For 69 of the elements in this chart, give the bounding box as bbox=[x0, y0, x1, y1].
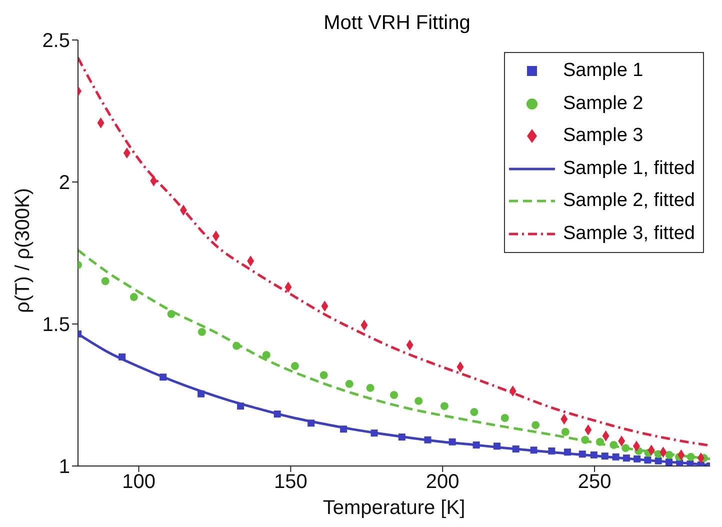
point bbox=[198, 328, 206, 336]
point bbox=[590, 451, 598, 458]
point bbox=[424, 436, 432, 444]
point bbox=[494, 442, 501, 450]
point bbox=[596, 438, 604, 446]
legend-label: Sample 1, fitted bbox=[562, 158, 695, 180]
point bbox=[612, 453, 620, 460]
point bbox=[610, 440, 618, 449]
point bbox=[622, 454, 630, 462]
point bbox=[665, 458, 672, 466]
point bbox=[290, 362, 299, 370]
point bbox=[101, 277, 110, 286]
y-tick-label: 2.5 bbox=[42, 30, 70, 52]
y-axis-title: ρ(T) / ρ(300K) bbox=[12, 188, 34, 313]
point bbox=[448, 438, 456, 446]
x-tick-label: 250 bbox=[578, 471, 612, 494]
point bbox=[118, 353, 126, 360]
point bbox=[548, 447, 556, 454]
x-axis-title: Temperature [K] bbox=[322, 497, 466, 519]
point bbox=[130, 293, 138, 302]
point bbox=[581, 436, 590, 444]
y-tick-label: 1.5 bbox=[42, 314, 70, 336]
point bbox=[665, 450, 674, 459]
line-series bbox=[78, 248, 710, 460]
legend-label: Sample 3, fitted bbox=[562, 222, 695, 245]
point bbox=[644, 456, 652, 464]
point bbox=[398, 434, 406, 441]
point bbox=[530, 446, 538, 454]
x-tick-label: 100 bbox=[122, 471, 156, 494]
point bbox=[390, 391, 398, 399]
point bbox=[308, 420, 315, 427]
point bbox=[274, 410, 281, 418]
point bbox=[532, 421, 540, 430]
point bbox=[686, 452, 695, 461]
point bbox=[370, 430, 378, 437]
point bbox=[160, 374, 167, 381]
point bbox=[578, 450, 586, 458]
point bbox=[232, 342, 241, 350]
point bbox=[622, 444, 630, 452]
point bbox=[500, 414, 509, 422]
point bbox=[686, 460, 694, 466]
line-series bbox=[78, 56, 710, 447]
point bbox=[561, 428, 570, 436]
legend-label: Sample 2, fitted bbox=[562, 190, 695, 212]
point bbox=[345, 380, 354, 388]
point bbox=[601, 452, 608, 460]
point bbox=[440, 402, 448, 410]
y-tick-label: 2 bbox=[58, 172, 70, 194]
point bbox=[512, 445, 520, 452]
y-tick-label: 1 bbox=[58, 456, 70, 478]
point bbox=[167, 310, 176, 318]
point bbox=[414, 396, 423, 405]
x-tick-label: 200 bbox=[426, 471, 460, 494]
legend-label: Sample 3 bbox=[562, 125, 644, 148]
point bbox=[320, 371, 328, 380]
chart-title: Mott VRH Fitting bbox=[322, 12, 472, 35]
point bbox=[654, 457, 662, 464]
point bbox=[366, 384, 374, 392]
point bbox=[198, 390, 205, 398]
point bbox=[237, 402, 244, 410]
point bbox=[470, 408, 478, 416]
x-tick-label: 150 bbox=[274, 471, 308, 494]
point bbox=[564, 448, 571, 456]
point bbox=[340, 426, 348, 433]
point bbox=[472, 441, 480, 448]
legend-label: Sample 1 bbox=[562, 60, 644, 82]
legend-label: Sample 2 bbox=[562, 92, 644, 115]
point bbox=[262, 350, 270, 359]
point bbox=[634, 455, 641, 462]
